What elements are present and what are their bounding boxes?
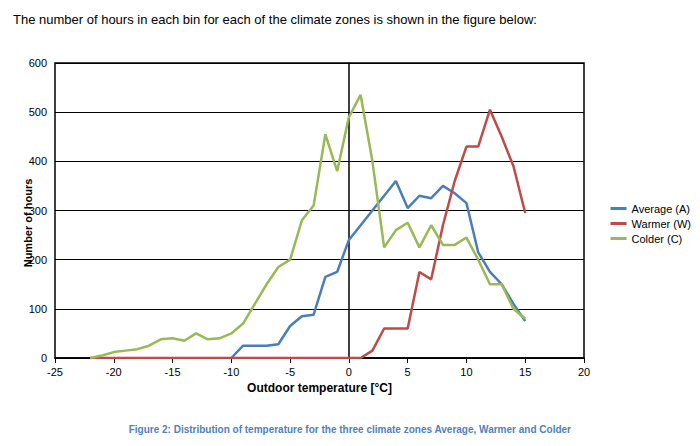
svg-text:Colder (C): Colder (C)	[632, 233, 683, 245]
svg-text:Number of hours: Number of hours	[21, 178, 34, 268]
svg-text:400: 400	[29, 155, 47, 167]
svg-text:10: 10	[460, 366, 472, 378]
svg-text:Average (A): Average (A)	[632, 203, 691, 215]
svg-text:200: 200	[29, 254, 47, 266]
svg-text:15: 15	[519, 366, 531, 378]
svg-text:The number of hours in each bi: The number of hours in each bin for each…	[13, 12, 537, 27]
svg-text:Figure 2: Distribution of temp: Figure 2: Distribution of temperature fo…	[129, 424, 571, 435]
svg-text:600: 600	[29, 57, 47, 69]
svg-text:-10: -10	[223, 366, 239, 378]
svg-text:100: 100	[29, 303, 47, 315]
svg-text:-20: -20	[106, 366, 122, 378]
svg-text:Outdoor temperature [°C]: Outdoor temperature [°C]	[247, 381, 392, 395]
svg-text:-15: -15	[165, 366, 181, 378]
svg-text:0: 0	[41, 352, 47, 364]
svg-text:0: 0	[346, 366, 352, 378]
svg-text:300: 300	[29, 205, 47, 217]
svg-text:-25: -25	[47, 366, 63, 378]
svg-text:-5: -5	[285, 366, 295, 378]
svg-text:500: 500	[29, 106, 47, 118]
svg-text:20: 20	[578, 366, 590, 378]
svg-text:5: 5	[405, 366, 411, 378]
svg-text:Warmer (W): Warmer (W)	[632, 218, 691, 230]
